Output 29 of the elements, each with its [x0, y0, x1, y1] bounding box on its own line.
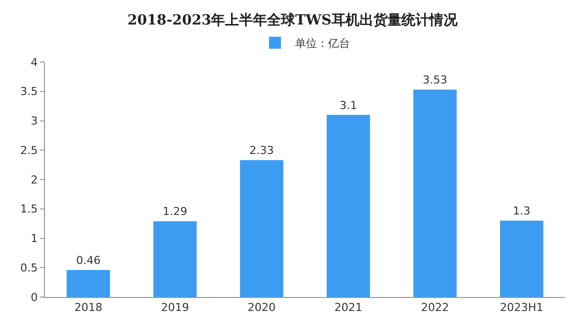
y-tick-label: 1.5 — [20, 202, 38, 216]
y-tick-label: 2 — [30, 173, 38, 186]
bar — [153, 221, 197, 297]
y-tick-label: 2.5 — [20, 144, 38, 157]
x-tick-label: 2023H1 — [500, 301, 544, 314]
bar — [66, 270, 110, 297]
x-tick-label: 2020 — [248, 301, 276, 314]
y-tick-label: 4 — [30, 56, 38, 69]
bar — [240, 160, 284, 297]
bar — [413, 90, 457, 297]
y-tick-label: 0 — [30, 290, 38, 304]
y-tick-label: 3 — [30, 114, 38, 128]
legend-label: 单位：亿台 — [295, 37, 350, 50]
data-label: 3.53 — [422, 74, 448, 87]
chart-title: 2018-2023年上半年全球TWS耳机出货量统计情况 — [128, 12, 458, 29]
bar — [326, 114, 370, 297]
data-label: 0.46 — [76, 254, 101, 267]
data-label: 1.3 — [512, 204, 530, 218]
data-label: 2.33 — [249, 144, 274, 158]
x-tick-label: 2021 — [334, 301, 362, 314]
bar — [500, 220, 544, 297]
data-label: 1.29 — [162, 205, 188, 218]
x-tick-label: 2018 — [74, 301, 102, 314]
y-tick-label: 3.5 — [20, 85, 38, 98]
x-tick-label: 2019 — [161, 301, 189, 314]
x-tick-label: 2022 — [421, 301, 449, 314]
y-tick-label: 1 — [30, 232, 38, 246]
y-tick-label: 0.5 — [20, 261, 38, 274]
data-label: 3.1 — [340, 98, 358, 112]
